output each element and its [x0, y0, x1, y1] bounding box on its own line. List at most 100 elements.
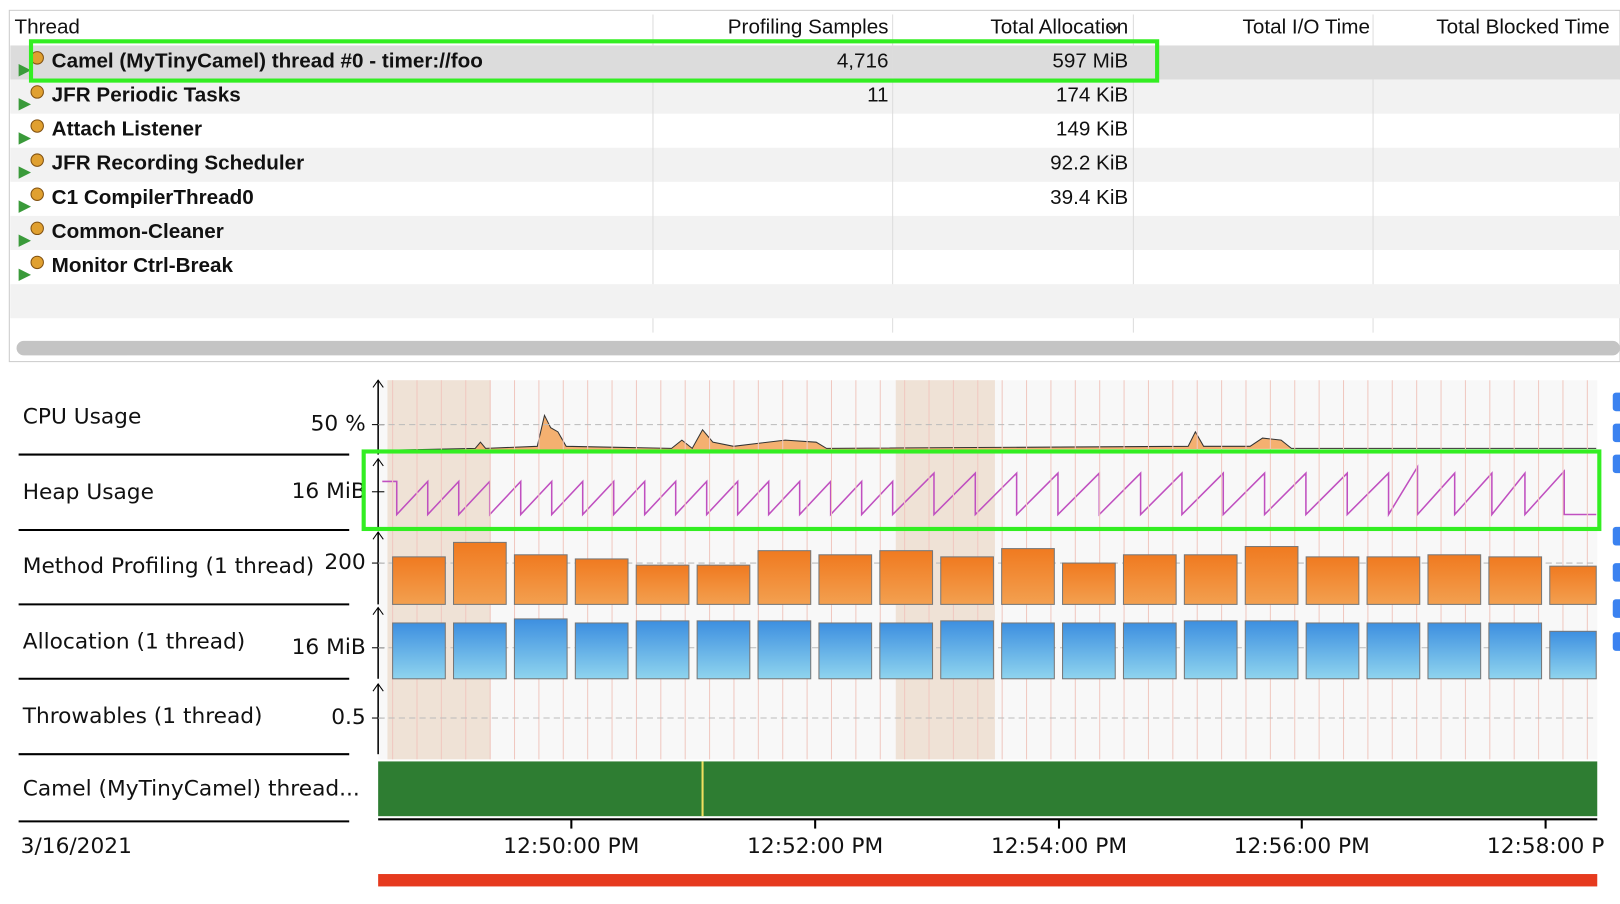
- time-label: 12:54:00 PM: [991, 834, 1127, 859]
- bar: [879, 550, 934, 605]
- cell-allocation: 149 KiB: [1056, 118, 1128, 141]
- time-label: 12:50:00 PM: [503, 834, 639, 859]
- bar: [1305, 622, 1360, 680]
- thread-icon: [30, 85, 44, 99]
- lane-label: Heap Usage: [23, 480, 154, 505]
- side-checkbox: [1612, 632, 1620, 651]
- axis-arrow: [372, 606, 384, 616]
- lane-tick-label: 50 %: [311, 412, 366, 437]
- axis-arrow: [372, 683, 384, 692]
- bar: [1366, 556, 1421, 605]
- thread-icon: [30, 221, 44, 236]
- scrollbar[interactable]: [16, 340, 1620, 356]
- bar: [513, 554, 568, 605]
- bar: [757, 550, 812, 605]
- date-label: 3/16/2021: [21, 834, 132, 859]
- thread-icon: [30, 153, 44, 167]
- sort-arrow: [1108, 25, 1120, 33]
- thread-state-bar: [378, 761, 1598, 817]
- bar: [574, 558, 629, 605]
- thread-table: Thread Profiling Samples Total Allocation T…: [8, 9, 1620, 363]
- side-checkbox: [1612, 392, 1620, 412]
- bar: [1366, 622, 1421, 680]
- bar: [1305, 556, 1360, 605]
- lane-label: CPU Usage: [23, 404, 142, 429]
- bar: [392, 556, 446, 605]
- bar: [940, 556, 994, 605]
- lane-label: Throwables (1 thread): [22, 704, 263, 729]
- lane-label: Allocation (1 thread): [23, 630, 246, 655]
- bar: [1488, 556, 1543, 605]
- thread-icon: [18, 234, 32, 247]
- bar: [1549, 630, 1597, 680]
- column-header: Total Allocation: [990, 15, 1128, 38]
- bar: [635, 564, 690, 605]
- timeline: CPU Usage 50 % Heap Usage 16 MiB Throwables …: [18, 39, 1620, 887]
- column-header: Total I/O Time: [1243, 15, 1370, 38]
- y-tick-label: 200: [324, 550, 365, 575]
- selected-row[interactable]: [10, 45, 1620, 80]
- bar: [1001, 622, 1055, 680]
- row-stripe: [10, 284, 1620, 319]
- time-label: 12:56:00 PM: [1234, 834, 1370, 859]
- column-header: Profiling Samples: [728, 15, 889, 38]
- time-label: 12:52:00 PM: [747, 834, 883, 859]
- bar: [757, 620, 812, 680]
- column-header: Total Blocked Time: [1436, 15, 1609, 38]
- thread-icon: [18, 98, 32, 111]
- bar: [696, 564, 751, 605]
- thread-icon: [18, 268, 32, 282]
- bar: [1122, 622, 1177, 680]
- thread-icon: [18, 132, 32, 145]
- cell-samples: 4,716: [837, 49, 889, 72]
- thread-name: Common-Cleaner: [52, 220, 224, 243]
- thread-icon: [18, 200, 32, 213]
- thread-name: C1 CompilerThread0: [52, 186, 254, 209]
- cell-samples: 11: [867, 84, 888, 107]
- bar: [452, 541, 507, 605]
- axis-arrow: [372, 379, 384, 388]
- lane-tick-label: 0.5: [331, 705, 366, 730]
- time-label: 12:58:00 P: [1487, 834, 1604, 859]
- row-stripe: [10, 79, 1620, 114]
- lane-tick-label: 16 MiB: [292, 479, 366, 504]
- highlight-box: [28, 39, 1160, 83]
- thread-icon: [30, 255, 44, 270]
- axis-arrow: [372, 457, 384, 467]
- thread-icon: [18, 64, 32, 77]
- bar: [1122, 554, 1177, 605]
- bar: [1549, 565, 1597, 605]
- thread-name: Monitor Ctrl-Break: [52, 254, 234, 277]
- bar: [879, 622, 934, 680]
- cell-allocation: 39.4 KiB: [1050, 186, 1128, 209]
- thread-name: Attach Listener: [52, 118, 202, 141]
- axis-arrow: [372, 531, 384, 540]
- cell-allocation: 597 MiB: [1052, 49, 1128, 72]
- range-selector[interactable]: [378, 874, 1598, 887]
- bar: [635, 620, 690, 680]
- bar: [818, 622, 873, 680]
- thread-name: Camel (MyTinyCamel) thread #0 - timer://…: [52, 49, 483, 72]
- lane-label: Method Profiling (1 thread): [23, 554, 314, 579]
- bar: [574, 622, 629, 680]
- highlight-box: [361, 449, 1602, 532]
- thread-name: JFR Periodic Tasks: [52, 84, 241, 107]
- side-checkbox: [1612, 423, 1620, 443]
- bar: [1427, 554, 1482, 605]
- bar: [696, 620, 751, 680]
- bar: [1488, 622, 1543, 680]
- bar: [1427, 622, 1482, 680]
- bar: [818, 554, 873, 605]
- bar: [1062, 622, 1116, 680]
- bar: [1183, 554, 1238, 605]
- heap-usage: [382, 464, 1597, 518]
- bar: [1183, 620, 1238, 680]
- bar: [940, 620, 994, 680]
- side-checkbox: [1612, 563, 1620, 582]
- thread-name: JFR Recording Scheduler: [52, 152, 305, 175]
- side-checkbox: [1612, 526, 1620, 546]
- bar: [513, 618, 568, 680]
- thread-icon: [18, 166, 32, 179]
- bar: [392, 622, 446, 680]
